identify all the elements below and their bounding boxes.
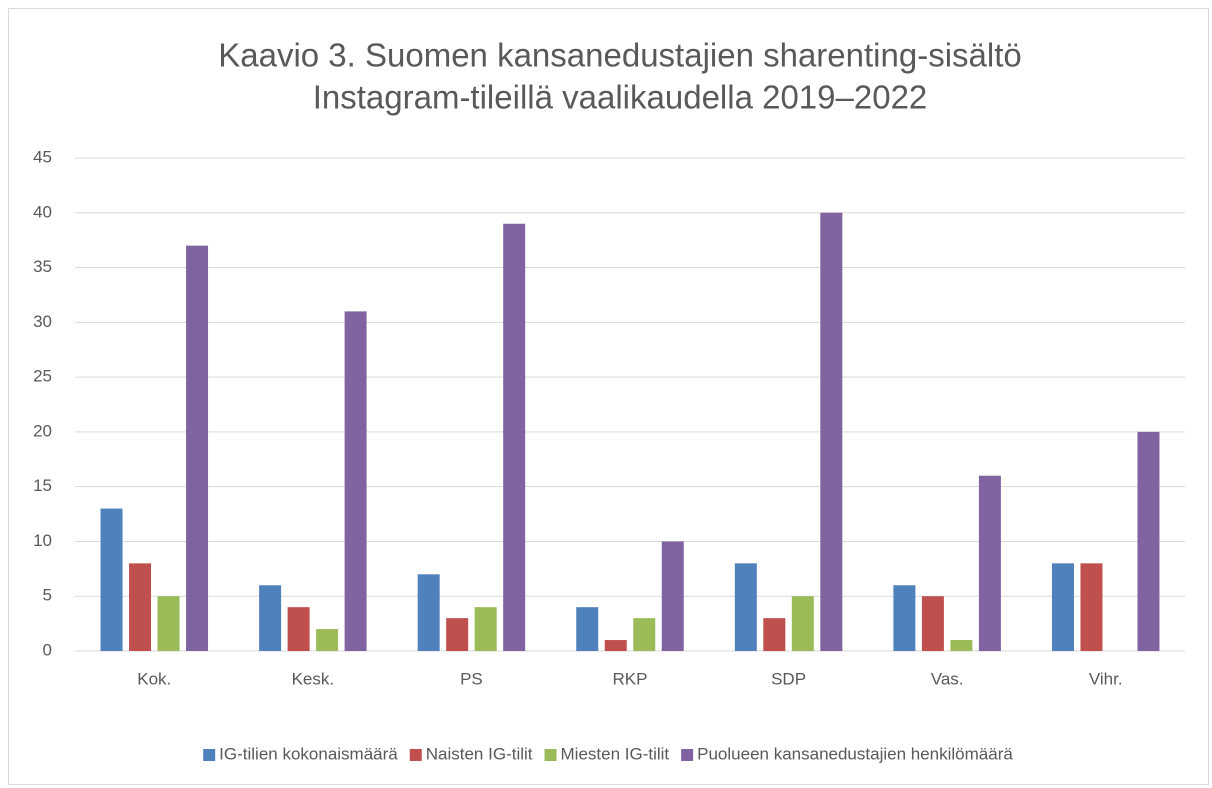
y-tick-label: 40 (33, 202, 52, 221)
y-tick-label: 0 (43, 640, 52, 659)
bar (1051, 563, 1074, 651)
y-tick-label: 5 (43, 586, 52, 605)
bar (287, 607, 310, 651)
legend-swatch (544, 749, 557, 761)
bar (1080, 563, 1103, 651)
y-tick-label: 15 (33, 476, 52, 495)
legend-swatch (409, 749, 422, 761)
bar (576, 607, 599, 651)
bar (763, 618, 786, 651)
x-tick-label: Vas. (931, 669, 964, 688)
x-tick-label: Vihr. (1089, 669, 1123, 688)
bar (921, 596, 944, 651)
legend-label: Puolueen kansanedustajien henkilömäärä (697, 744, 1013, 763)
bar (950, 640, 973, 651)
bar (129, 563, 152, 651)
bar (344, 311, 367, 651)
bar (791, 596, 814, 651)
bar (259, 585, 282, 651)
y-tick-label: 20 (33, 421, 52, 440)
x-tick-label: SDP (771, 669, 806, 688)
legend-label: Miesten IG-tilit (561, 744, 670, 763)
chart-frame (8, 8, 1209, 785)
bar (417, 574, 440, 651)
legend-label: Naisten IG-tilit (426, 744, 533, 763)
bar (604, 640, 627, 651)
bar (100, 508, 123, 651)
legend-label: IG-tilien kokonaismäärä (219, 744, 398, 763)
x-tick-label: RKP (613, 669, 648, 688)
bar (446, 618, 469, 651)
x-tick-label: Kok. (137, 669, 171, 688)
y-tick-label: 25 (33, 367, 52, 386)
bar (474, 607, 497, 651)
bar (893, 585, 916, 651)
y-tick-label: 45 (33, 147, 52, 166)
bar (978, 475, 1001, 651)
bar (661, 541, 684, 651)
y-tick-label: 35 (33, 257, 52, 276)
bar (633, 618, 656, 651)
chart-title: Kaavio 3. Suomen kansanedustajien sharen… (218, 37, 1022, 74)
x-tick-label: Kesk. (292, 669, 335, 688)
x-tick-label: PS (460, 669, 483, 688)
bar (316, 629, 339, 651)
bar (1137, 431, 1160, 651)
y-tick-label: 10 (33, 531, 52, 550)
y-tick-label: 30 (33, 312, 52, 331)
bar (186, 245, 209, 651)
legend-swatch (681, 749, 694, 761)
bar (157, 596, 180, 651)
bar (734, 563, 757, 651)
bar (503, 223, 526, 651)
chart-title: Instagram-tileillä vaalikaudella 2019–20… (313, 79, 928, 116)
bar (820, 212, 843, 651)
legend-swatch (203, 749, 216, 761)
